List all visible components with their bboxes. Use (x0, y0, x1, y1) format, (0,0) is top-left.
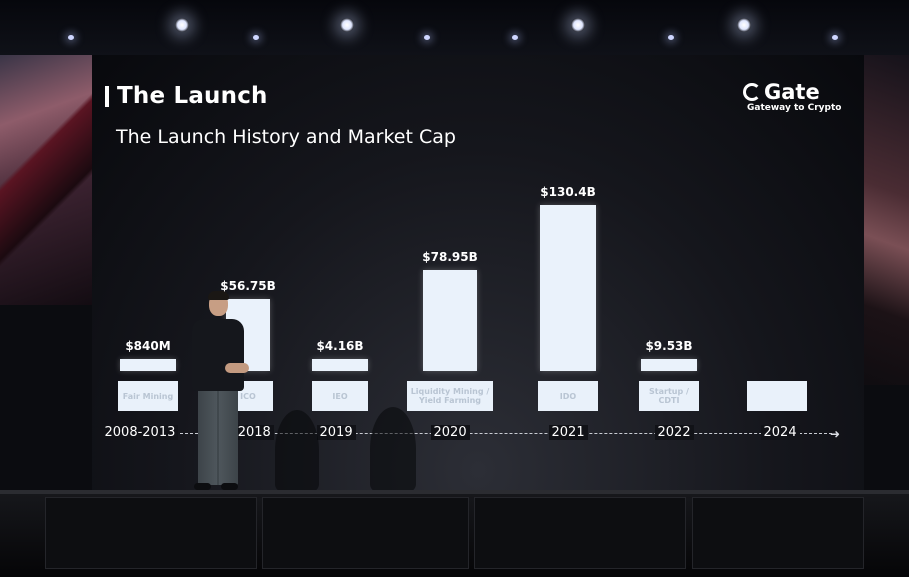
stage-monitor (474, 497, 686, 569)
stage-side-panel-left (0, 55, 92, 305)
timeline-year-label: 2019 (316, 425, 356, 440)
stage-light (668, 35, 674, 40)
stage-monitor (262, 497, 469, 569)
chart-bar (540, 205, 596, 371)
launch-method-box: Startup / CDTI (639, 381, 699, 411)
stage-light (512, 35, 518, 40)
timeline-year-label: 2024 (760, 425, 800, 440)
chart-bar (641, 359, 697, 371)
bar-value-label: $78.95B (422, 250, 478, 264)
stage-monitor (45, 497, 257, 569)
speaker-shoe (221, 483, 238, 490)
stage-light (253, 35, 259, 40)
speaker-shoe (194, 483, 211, 490)
gate-logo-icon (743, 83, 761, 101)
stage-spotlight (571, 18, 585, 32)
launch-method-box: Fair Mining (118, 381, 178, 411)
venue-ceiling (0, 0, 909, 60)
slide-title-text: The Launch (117, 83, 268, 109)
launch-method-box: IEO (312, 381, 368, 411)
stage-monitor (692, 497, 864, 569)
timeline-year-label: -2018 (230, 425, 274, 440)
chart-bar (312, 359, 368, 371)
launch-method-box: IDO (538, 381, 598, 411)
timeline-line (180, 433, 832, 434)
speaker-arm (225, 363, 249, 373)
audience-shadow (275, 410, 319, 492)
slide-subtitle: The Launch History and Market Cap (116, 126, 456, 148)
stage-spotlight (340, 18, 354, 32)
bar-value-label: $9.53B (645, 339, 693, 353)
launch-method-box: Liquidity Mining / Yield Farming (407, 381, 493, 411)
bar-value-label: $840M (125, 339, 171, 353)
launch-method-box (747, 381, 807, 411)
logo-name: Gate (764, 80, 820, 104)
audience-shadow (370, 407, 416, 492)
timeline-year-label: 2020 (430, 425, 470, 440)
speaker-hair (208, 291, 229, 300)
logo-tagline: Gateway to Crypto (747, 103, 842, 113)
speaker-shirt (192, 319, 244, 391)
stage-edge (0, 490, 909, 494)
timeline-year-label: 2021 (548, 425, 588, 440)
timeline-arrow-icon: ➜ (830, 427, 841, 441)
stage-spotlight (175, 18, 189, 32)
bar-value-label: $130.4B (540, 185, 596, 199)
bar-value-label: $56.75B (220, 279, 276, 293)
bar-value-label: $4.16B (316, 339, 364, 353)
timeline-year-label: 2008-2013 (101, 425, 179, 440)
stage-light (832, 35, 838, 40)
speaker-legs (198, 389, 238, 485)
chart-bar (120, 359, 176, 371)
timeline-year-label: 2022 (654, 425, 694, 440)
speaker-figure (188, 291, 250, 493)
chart-bar (423, 270, 477, 371)
slide-title: The Launch (105, 83, 268, 109)
title-accent-bar (105, 85, 109, 107)
stage-spotlight (737, 18, 751, 32)
stage-light (424, 35, 430, 40)
gate-logo: Gate Gateway to Crypto (743, 80, 841, 113)
stage-light (68, 35, 74, 40)
